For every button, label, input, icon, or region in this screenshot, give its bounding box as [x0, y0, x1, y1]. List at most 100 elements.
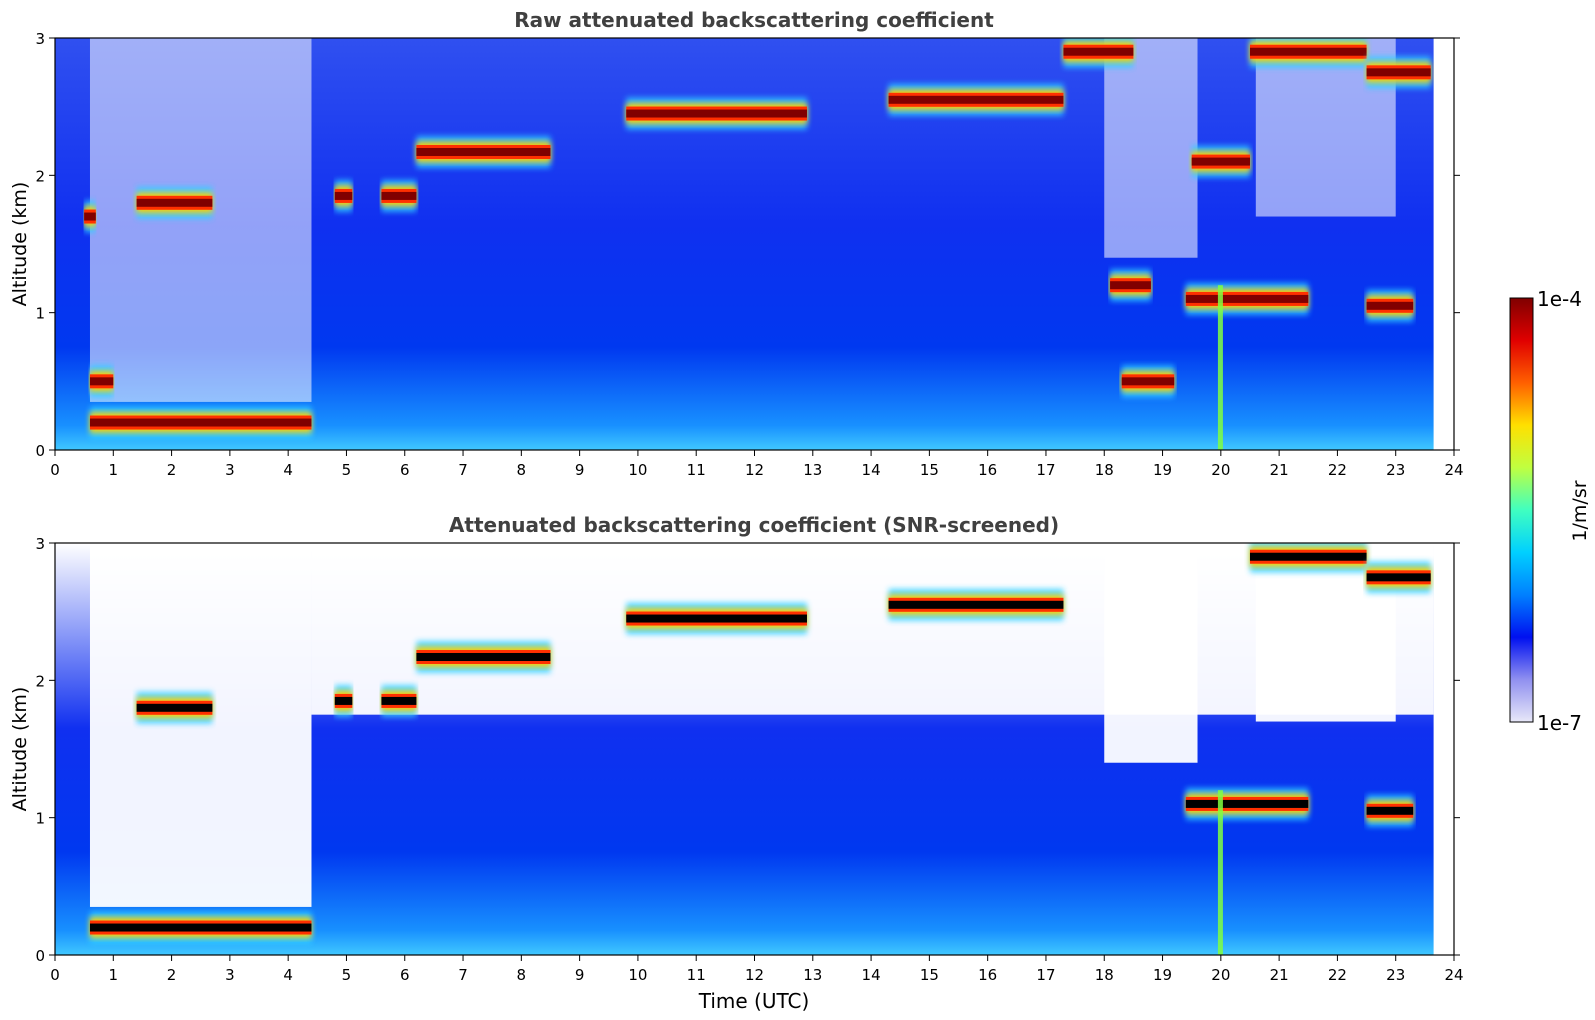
x-tick-label: 1: [109, 966, 119, 984]
cloud-layer: [136, 691, 213, 724]
x-tick-label: 17: [1036, 966, 1055, 984]
cloud-layer: [1110, 269, 1151, 302]
x-tick-label: 12: [745, 461, 764, 479]
x-tick-label: 4: [283, 966, 293, 984]
cloud-layer: [381, 684, 417, 717]
x-tick-label: 19: [1153, 461, 1172, 479]
x-tick-label: 23: [1386, 461, 1405, 479]
clear-sky-region: [1104, 543, 1198, 763]
clear-sky-region: [1104, 38, 1198, 258]
clear-sky-region: [89, 38, 312, 402]
x-tick-label: 9: [575, 461, 585, 479]
x-tick-label: 3: [225, 461, 235, 479]
x-tick-label: 24: [1444, 966, 1463, 984]
x-tick-label: 11: [687, 966, 706, 984]
clear-sky-region: [311, 543, 1434, 715]
y-tick-label: 2: [35, 672, 45, 690]
panel1-y-ticks: 0 1 2 3: [35, 30, 1460, 460]
x-tick-label: 6: [400, 461, 410, 479]
x-tick-label: 15: [920, 966, 939, 984]
cloud-layer: [89, 911, 312, 944]
panel2-title: Attenuated backscattering coefficient (S…: [449, 513, 1059, 537]
x-tick-label: 0: [50, 966, 60, 984]
colorbar: 1e-4 1e-7 1/m/sr: [1509, 287, 1591, 735]
panel1-plot-area: [55, 38, 1434, 450]
x-tick-label: 19: [1153, 966, 1172, 984]
x-tick-label: 21: [1270, 966, 1289, 984]
x-tick-label: 4: [283, 461, 293, 479]
cloud-layer: [1191, 145, 1250, 178]
x-tick-label: 10: [628, 966, 647, 984]
cloud-layer: [89, 365, 114, 398]
cloud-layer: [334, 684, 353, 717]
x-tick-label: 22: [1328, 461, 1347, 479]
x-tick-label: 8: [517, 461, 527, 479]
cloud-layer: [89, 406, 312, 439]
x-tick-label: 24: [1444, 461, 1463, 479]
y-tick-label: 3: [35, 535, 45, 553]
y-tick-label: 2: [35, 167, 45, 185]
x-tick-label: 7: [458, 966, 468, 984]
fall-streak: [1217, 790, 1223, 955]
cloud-layer: [1366, 561, 1431, 594]
colorbar-min-label: 1e-7: [1537, 711, 1582, 735]
x-axis-label: Time (UTC): [698, 989, 810, 1013]
x-tick-label: 16: [978, 966, 997, 984]
cloud-layer: [888, 588, 1064, 621]
x-tick-label: 16: [978, 461, 997, 479]
panel2-y-ticks: 0 1 2 3: [35, 535, 1460, 965]
fall-streak: [1217, 285, 1223, 450]
x-tick-label: 17: [1036, 461, 1055, 479]
x-tick-label: 21: [1270, 461, 1289, 479]
colorbar-gradient: [1509, 297, 1534, 723]
x-tick-label: 7: [458, 461, 468, 479]
cloud-layer: [1366, 794, 1414, 827]
cloud-layer: [888, 83, 1064, 116]
x-tick-label: 11: [687, 461, 706, 479]
cloud-layer: [626, 97, 807, 130]
x-tick-label: 3: [225, 966, 235, 984]
cloud-layer: [1121, 365, 1175, 398]
x-tick-label: 22: [1328, 966, 1347, 984]
colorbar-max-label: 1e-4: [1537, 287, 1582, 311]
cloud-layer: [1366, 289, 1414, 322]
cloud-layer: [334, 179, 353, 212]
x-tick-label: 2: [167, 966, 177, 984]
cloud-layer: [1185, 787, 1309, 820]
cloud-layer: [416, 640, 551, 673]
x-tick-label: 18: [1095, 461, 1114, 479]
y-tick-label: 3: [35, 30, 45, 48]
panel2-x-ticks: 0 1 2 3 4 5 6 7 8 9 10 11 12 13 14 15 16 17 18 19 20 21 22 23 24: [50, 955, 1464, 984]
y-tick-label: 1: [35, 810, 45, 828]
cloud-layer: [626, 602, 807, 635]
x-tick-label: 12: [745, 966, 764, 984]
y-tick-label: 0: [35, 947, 45, 965]
x-tick-label: 1: [109, 461, 119, 479]
cloud-layer: [416, 135, 551, 168]
cloud-layer: [1249, 543, 1367, 573]
clear-sky-region: [89, 543, 312, 907]
panel2-plot-area: [55, 543, 1434, 955]
panel1-x-ticks: 0 1 2 3 4 5 6 7 8 9 10 11 12 13 14 15 16 17 18 19 20 21 22 23 24: [50, 450, 1464, 479]
panel1-y-label: Altitude (km): [9, 182, 31, 307]
cloud-layer: [1063, 38, 1134, 68]
x-tick-label: 5: [342, 966, 352, 984]
cloud-layer: [1249, 38, 1367, 68]
x-tick-label: 20: [1211, 966, 1230, 984]
colorbar-unit-label: 1/m/sr: [1569, 480, 1591, 541]
panel-raw: Raw attenuated backscattering coefficien…: [9, 8, 1464, 479]
x-tick-label: 20: [1211, 461, 1230, 479]
x-tick-label: 14: [862, 461, 881, 479]
x-tick-label: 18: [1095, 966, 1114, 984]
x-tick-label: 2: [167, 461, 177, 479]
x-tick-label: 8: [517, 966, 527, 984]
x-tick-label: 0: [50, 461, 60, 479]
x-tick-label: 6: [400, 966, 410, 984]
x-tick-label: 15: [920, 461, 939, 479]
cloud-layer: [84, 200, 96, 233]
x-tick-label: 10: [628, 461, 647, 479]
panel1-title: Raw attenuated backscattering coefficien…: [514, 8, 994, 32]
cloud-layer: [1366, 56, 1431, 89]
y-tick-label: 1: [35, 305, 45, 323]
